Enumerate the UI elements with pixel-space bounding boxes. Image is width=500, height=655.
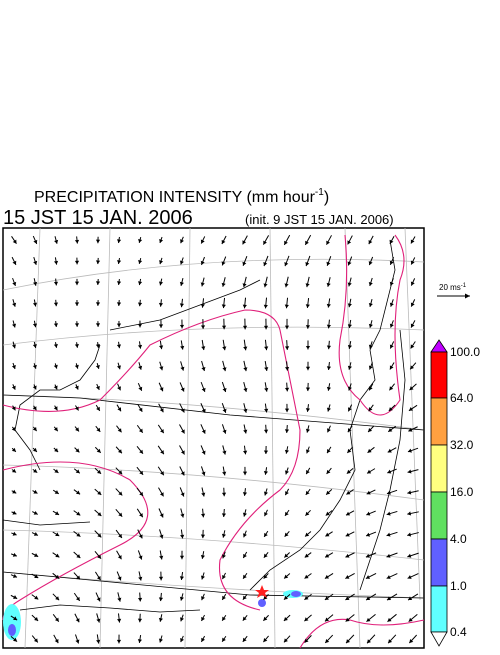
colorbar-swatch: [431, 586, 447, 632]
colorbar-bottom: [431, 632, 447, 646]
colorbar-swatch: [431, 352, 447, 398]
colorbar-label: 100.0: [450, 345, 480, 359]
colorbar-label: 1.0: [450, 579, 467, 593]
title: PRECIPITATION INTENSITY (mm hour-1): [34, 187, 329, 206]
valid-time: 15 JST 15 JAN. 2006: [3, 207, 193, 229]
colorbar: [431, 340, 447, 646]
vector-key-text: 20 ms: [439, 283, 461, 292]
precip-cell: [8, 624, 16, 636]
precip-cell: [291, 591, 301, 597]
init-time: (init. 9 JST 15 JAN. 2006): [245, 212, 394, 227]
vector-key-label: 20 ms-1: [439, 283, 467, 292]
colorbar-label: 0.4: [450, 625, 467, 639]
colorbar-swatch: [431, 398, 447, 445]
colorbar-swatch: [431, 445, 447, 492]
vector-key-head: [465, 294, 470, 299]
title-end: ): [324, 189, 329, 206]
title-main: PRECIPITATION INTENSITY (mm hour: [34, 189, 316, 206]
colorbar-label: 32.0: [450, 438, 474, 452]
colorbar-swatch: [431, 492, 447, 539]
colorbar-label: 64.0: [450, 391, 474, 405]
colorbar-labels: 100.0 64.0 32.0 16.0 4.0 1.0 0.4: [450, 345, 480, 639]
precip-cell: [258, 599, 266, 607]
colorbar-label: 16.0: [450, 485, 474, 499]
colorbar-swatch: [431, 539, 447, 586]
map-frame: [3, 228, 424, 648]
colorbar-top: [431, 340, 447, 352]
vector-key: 20 ms-1: [437, 283, 470, 299]
map: [3, 228, 424, 648]
vector-key-sup: -1: [461, 283, 467, 289]
colorbar-label: 4.0: [450, 532, 467, 546]
